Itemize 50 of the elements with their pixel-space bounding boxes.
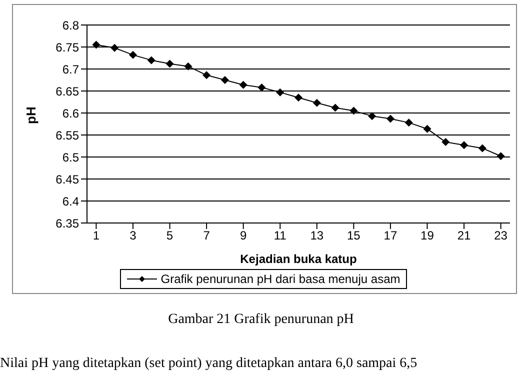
point [166, 60, 174, 68]
x-tick-label: 19 [420, 228, 434, 243]
y-tick-label: 6.6 [62, 106, 80, 120]
text: Gambar 21 Grafik penurunan pH [167, 312, 355, 328]
point [239, 80, 248, 89]
point [128, 50, 137, 59]
x-axis-title: Kejadian buka katup [240, 252, 357, 266]
point [478, 144, 486, 152]
point [294, 94, 302, 102]
point [350, 106, 358, 115]
point [423, 124, 432, 133]
point [331, 104, 340, 112]
y-tick-label: 6.75 [56, 40, 80, 54]
x-tick-label: 11 [274, 228, 287, 243]
x-tick-label: 21 [457, 228, 472, 243]
y-tick-label: 6.35 [56, 216, 80, 230]
point [202, 71, 211, 80]
point [184, 62, 192, 70]
point [460, 141, 468, 150]
point [496, 152, 505, 160]
point [110, 44, 119, 52]
y-tick-label: 6.7 [62, 62, 80, 76]
x-tick-label: 1 [92, 228, 100, 243]
y-axis-title: pH [24, 106, 39, 124]
x-tick-label: 3 [130, 228, 137, 243]
y-tick-label: 6.4 [62, 194, 80, 208]
text: Nilai pH yang ditetapkan (set point) yang ditetapkan antara 6,0 sampai 6,5 [0, 356, 418, 372]
x-tick-label: 7 [203, 228, 210, 243]
point [386, 114, 394, 123]
point [147, 56, 156, 64]
point [312, 98, 321, 107]
point [276, 88, 284, 96]
point [442, 138, 450, 146]
x-tick-label: 9 [240, 228, 247, 243]
point [92, 40, 100, 49]
y-tick-label: 6.65 [56, 84, 80, 98]
x-tick-label: 5 [166, 228, 174, 243]
x-tick-label: 13 [310, 228, 324, 243]
x-tick-label: 23 [494, 228, 508, 243]
y-tick-label: 6.55 [56, 128, 80, 142]
x-tick-label: 15 [346, 228, 361, 243]
y-tick-label: 6.5 [62, 150, 80, 164]
point [220, 76, 229, 84]
legend-label: Grafik penurunan pH dari basa menuju asam [160, 272, 400, 286]
y-tick-label: 6.45 [56, 172, 80, 186]
point [404, 118, 413, 127]
point [368, 112, 376, 120]
y-tick-label: 6.8 [62, 18, 80, 32]
x-tick-label: 17 [384, 228, 398, 243]
point [258, 83, 266, 92]
